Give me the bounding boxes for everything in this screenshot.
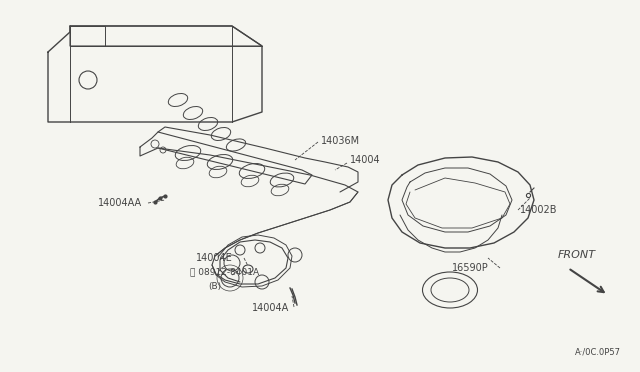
Text: A·/0C.0P57: A·/0C.0P57 (575, 347, 621, 356)
Text: 14004E: 14004E (196, 253, 233, 263)
Text: 14036M: 14036M (321, 136, 360, 146)
Text: ⓝ 08912-8401A: ⓝ 08912-8401A (190, 267, 259, 276)
Text: 14002B: 14002B (520, 205, 557, 215)
Text: 14004A: 14004A (252, 303, 289, 313)
Text: 14004: 14004 (350, 155, 381, 165)
Text: FRONT: FRONT (558, 250, 596, 260)
Text: 14004AA: 14004AA (98, 198, 142, 208)
Text: 16590P: 16590P (452, 263, 489, 273)
Text: (B): (B) (208, 282, 221, 291)
